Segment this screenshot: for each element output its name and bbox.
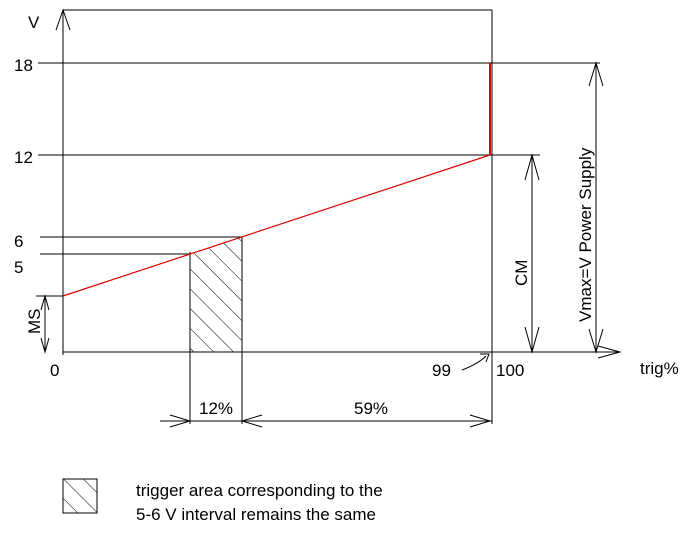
legend-hatch-swatch: [62, 478, 98, 514]
x-axis-arrow: [597, 345, 622, 359]
pct-12-label: 12%: [199, 399, 233, 418]
y-tick-5: 5: [14, 258, 23, 277]
pct-59-label: 59%: [354, 399, 388, 418]
pct12-left-arrow: [169, 414, 192, 428]
x-axis-label: trig%: [640, 359, 679, 378]
y-axis-label: V: [28, 13, 40, 32]
ms-dimension-arrows: [40, 294, 50, 354]
cm-dimension-arrows: [524, 153, 540, 354]
vmax-label: Vmax=V Power Supply: [576, 147, 595, 322]
trigger-area-hatch: [190, 237, 242, 352]
pct59-right-arrow: [469, 414, 492, 428]
x-tick-100: 100: [496, 361, 524, 380]
cm-label: CM: [512, 260, 531, 286]
pct12-right-arrow: [240, 414, 263, 428]
voltage-ramp-trace: [62, 154, 491, 297]
x-tick-0: 0: [50, 361, 59, 380]
ms-label: MS: [25, 309, 44, 335]
x-tick-99-leader-arrow: [480, 353, 490, 363]
x-tick-99: 99: [432, 361, 451, 380]
y-tick-6: 6: [14, 232, 23, 251]
x-tick-99-leader: [461, 355, 487, 371]
legend-line-2: 5-6 V interval remains the same: [136, 505, 376, 524]
legend-line-1: trigger area corresponding to the: [136, 481, 383, 500]
y-tick-12: 12: [14, 148, 33, 167]
vmax-dimension-arrows: [588, 61, 604, 354]
y-tick-18: 18: [14, 56, 33, 75]
